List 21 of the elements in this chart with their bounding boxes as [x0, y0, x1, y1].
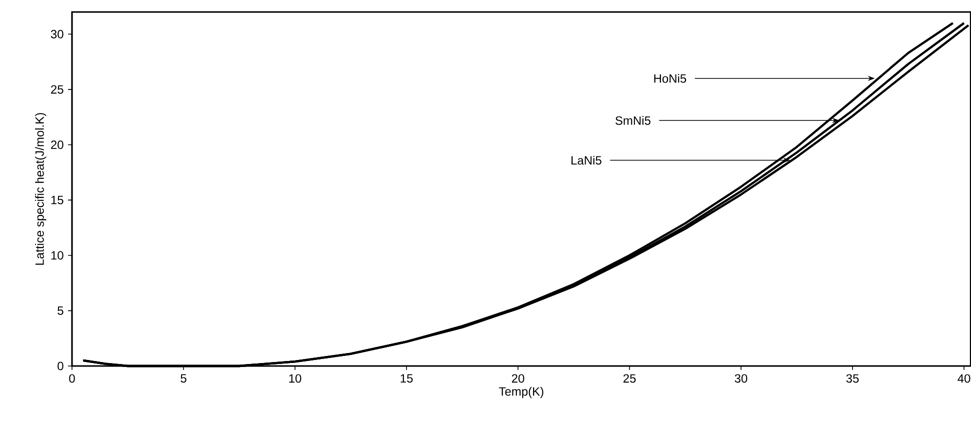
- y-tick-label: 5: [58, 306, 64, 315]
- x-tick-label: 15: [400, 374, 413, 383]
- y-tick-label: 0: [58, 362, 64, 370]
- annotation: SmNi5: [615, 116, 650, 125]
- y-tick-label: 30: [50, 30, 64, 38]
- y-axis-title: Lattice specific heat(J/mol.K): [35, 113, 46, 265]
- x-tick-label: 10: [289, 374, 302, 383]
- y-tick-label: 25: [51, 85, 64, 94]
- x-tick-label: 30: [734, 374, 748, 383]
- x-tick-label: 0: [69, 374, 75, 383]
- x-tick-label: 25: [623, 374, 636, 383]
- x-tick-label: 20: [512, 374, 524, 383]
- x-tick-label: 35: [846, 374, 859, 383]
- y-tick-label: 15: [51, 196, 64, 204]
- y-tick-label: 20: [51, 140, 64, 150]
- y-tick-label: 10: [51, 251, 64, 260]
- x-tick-label: 5: [180, 374, 186, 383]
- x-axis-title: Temp(K): [498, 386, 544, 398]
- annotation: HoNi5: [654, 74, 686, 83]
- annotation: LaNi5: [572, 156, 602, 165]
- x-tick-label: 40: [958, 374, 970, 383]
